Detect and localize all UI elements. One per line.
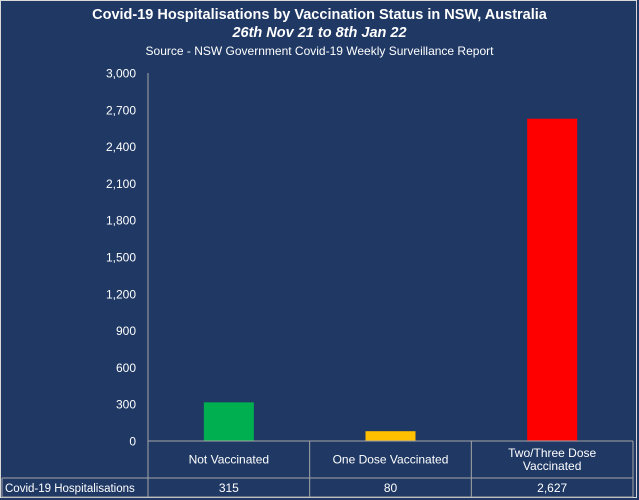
- x-category-label: One Dose Vaccinated: [333, 453, 449, 467]
- bar-one-dose-vaccinated: [365, 431, 416, 441]
- x-category-label: Not Vaccinated: [189, 453, 270, 467]
- chart-subtitle: 26th Nov 21 to 8th Jan 22: [232, 25, 407, 41]
- data-table-value: 315: [219, 481, 239, 495]
- y-tick-label: 1,800: [106, 214, 136, 228]
- y-tick-label: 600: [116, 361, 136, 375]
- x-category-label: Two/Three Dose Vaccinated: [508, 446, 596, 473]
- title-block: Covid-19 Hospitalisations by Vaccination…: [0, 6, 639, 59]
- series-name-label: Covid-19 Hospitalisations: [5, 483, 135, 495]
- y-tick-label: 2,700: [106, 103, 136, 117]
- y-tick-label: 300: [116, 398, 136, 412]
- bar-not-vaccinated: [203, 402, 254, 441]
- y-tick-label: 1,200: [106, 287, 136, 301]
- data-table-value: 2,627: [537, 481, 567, 495]
- y-tick-label: 3,000: [106, 67, 136, 81]
- y-tick-label: 0: [129, 435, 136, 449]
- y-tick-label: 900: [116, 324, 136, 338]
- chart-source: Source - NSW Government Covid-19 Weekly …: [145, 44, 494, 58]
- y-tick-label: 1,500: [106, 251, 136, 265]
- y-tick-label: 2,400: [106, 140, 136, 154]
- y-tick-label: 2,100: [106, 177, 136, 191]
- chart-title: Covid-19 Hospitalisations by Vaccination…: [92, 7, 547, 23]
- data-table-value: 80: [384, 481, 398, 495]
- bar-two-three-dose-vaccinated: [527, 118, 578, 441]
